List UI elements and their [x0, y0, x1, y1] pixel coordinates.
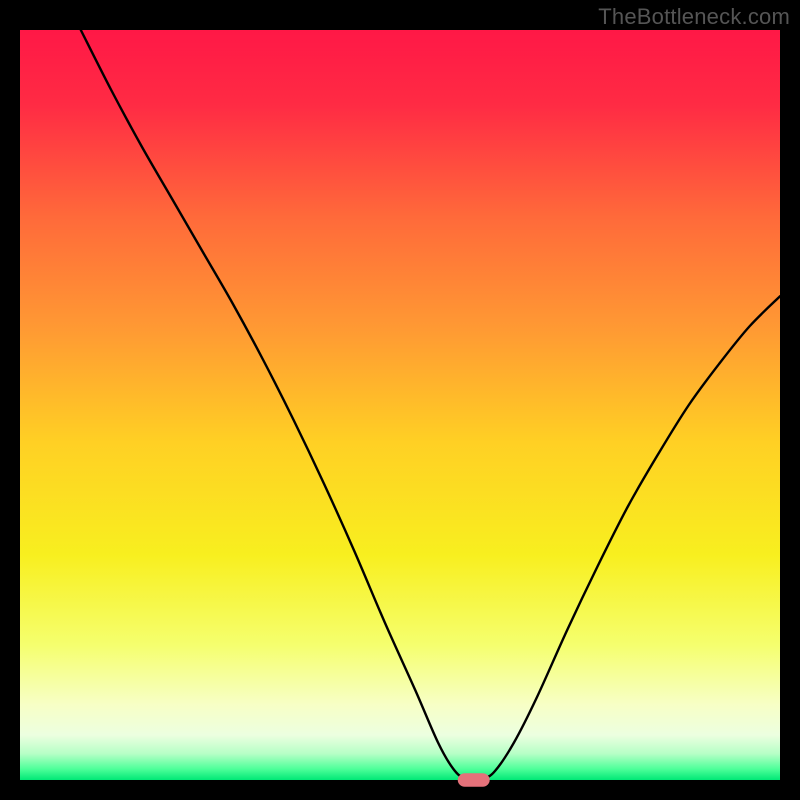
- attribution-label: TheBottleneck.com: [598, 4, 790, 30]
- bottleneck-chart: [0, 0, 800, 800]
- plot-background: [20, 30, 780, 780]
- optimal-marker: [458, 773, 490, 787]
